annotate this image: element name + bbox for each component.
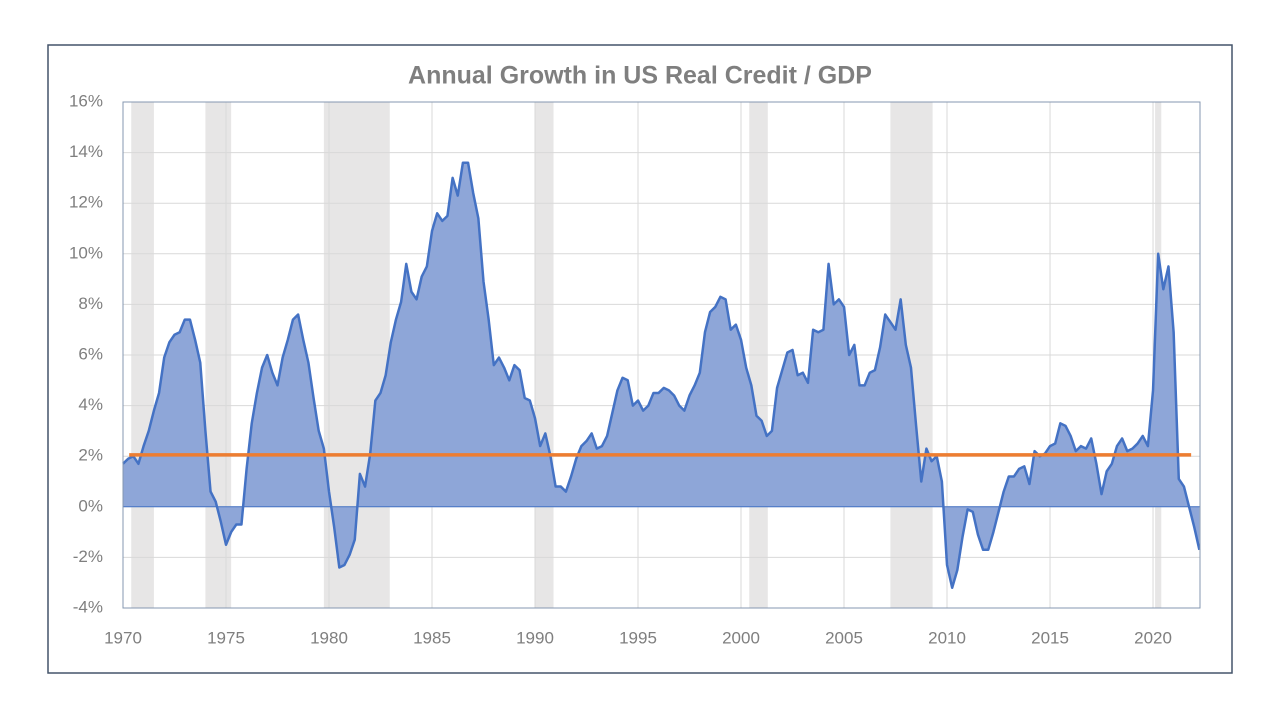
y-tick-label: 4% xyxy=(78,395,103,414)
x-tick-label: 2005 xyxy=(825,628,863,647)
x-tick-label: 1970 xyxy=(104,628,142,647)
y-tick-label: 12% xyxy=(69,193,103,212)
y-tick-label: 6% xyxy=(78,344,103,363)
y-tick-label: -2% xyxy=(73,547,103,566)
x-tick-label: 1985 xyxy=(413,628,451,647)
y-tick-label: 14% xyxy=(69,142,103,161)
x-tick-label: 1975 xyxy=(207,628,245,647)
x-tick-label: 2010 xyxy=(928,628,966,647)
x-tick-label: 2015 xyxy=(1031,628,1069,647)
y-tick-label: -4% xyxy=(73,597,103,616)
y-tick-label: 2% xyxy=(78,446,103,465)
line xyxy=(122,161,1201,590)
x-tick-label: 1980 xyxy=(310,628,348,647)
x-tick-label: 1995 xyxy=(619,628,657,647)
x-tick-label: 2000 xyxy=(722,628,760,647)
chart-title: Annual Growth in US Real Credit / GDP xyxy=(408,62,872,90)
x-tick-label: 2020 xyxy=(1134,628,1172,647)
x-tick-label: 1990 xyxy=(516,628,554,647)
y-tick-label: 0% xyxy=(78,496,103,515)
y-tick-label: 16% xyxy=(69,91,103,110)
area xyxy=(123,162,1200,588)
y-tick-label: 8% xyxy=(78,294,103,313)
chart-frame xyxy=(47,44,1233,674)
y-tick-label: 10% xyxy=(69,243,103,262)
plot-border xyxy=(122,101,1201,609)
